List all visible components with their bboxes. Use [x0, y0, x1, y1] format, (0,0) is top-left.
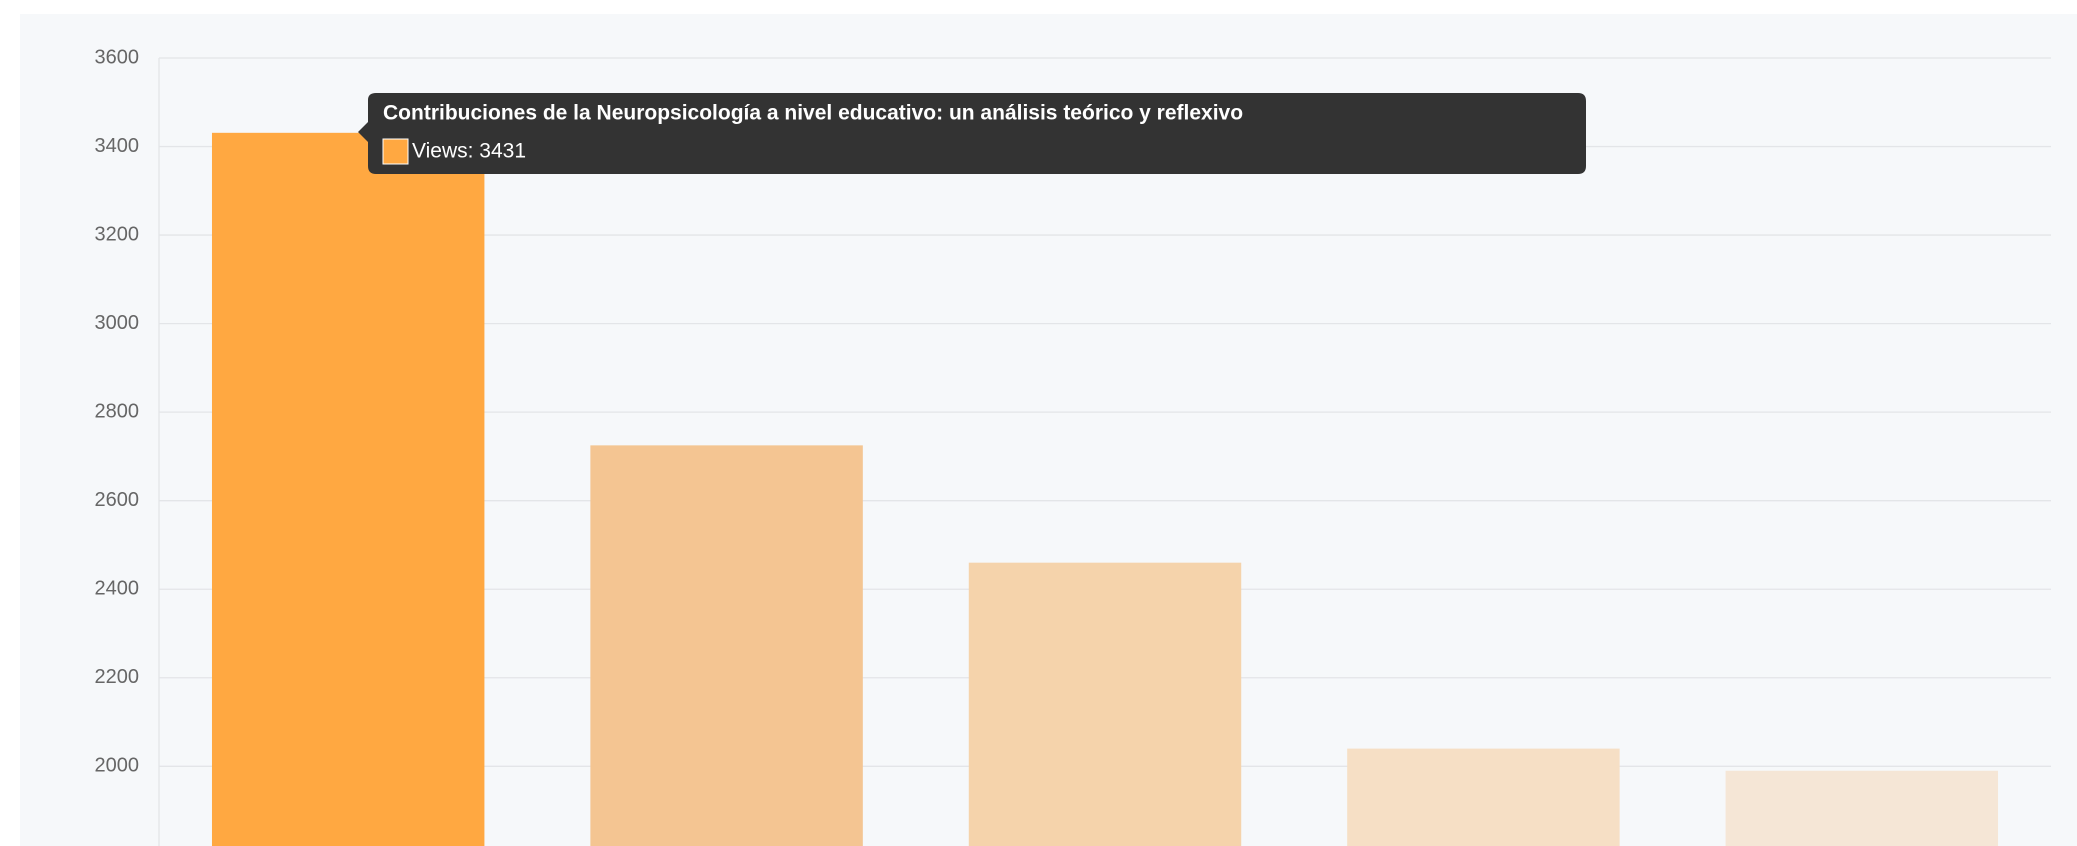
bar: [968, 562, 1242, 846]
bar: [1725, 770, 1999, 846]
tooltip-box: [358, 93, 1586, 174]
y-tick-label: 2800: [95, 400, 140, 422]
y-tick-label: 2600: [95, 489, 140, 511]
y-tick-label: 3000: [95, 312, 140, 334]
plot: 2000 2200 2400 2600 2800 3000 3200 3400 3600: [95, 46, 2051, 846]
bar: [590, 445, 863, 846]
y-tick-label: 3600: [95, 46, 140, 68]
y-tick-label: 2200: [95, 666, 140, 688]
tooltip-label: Views: 3431: [412, 140, 526, 163]
y-tick-label: 2400: [95, 578, 140, 600]
tooltip: Contribuciones de la Neuropsicología a n…: [358, 93, 1586, 174]
bar: [211, 132, 485, 846]
tooltip-swatch: [382, 138, 409, 165]
bar: [1347, 748, 1620, 846]
tooltip-title: Contribuciones de la Neuropsicología a n…: [383, 102, 1243, 125]
y-tick-label: 3400: [95, 135, 140, 157]
y-tick-label: 2000: [95, 755, 140, 777]
y-tick-label: 3200: [95, 223, 140, 245]
